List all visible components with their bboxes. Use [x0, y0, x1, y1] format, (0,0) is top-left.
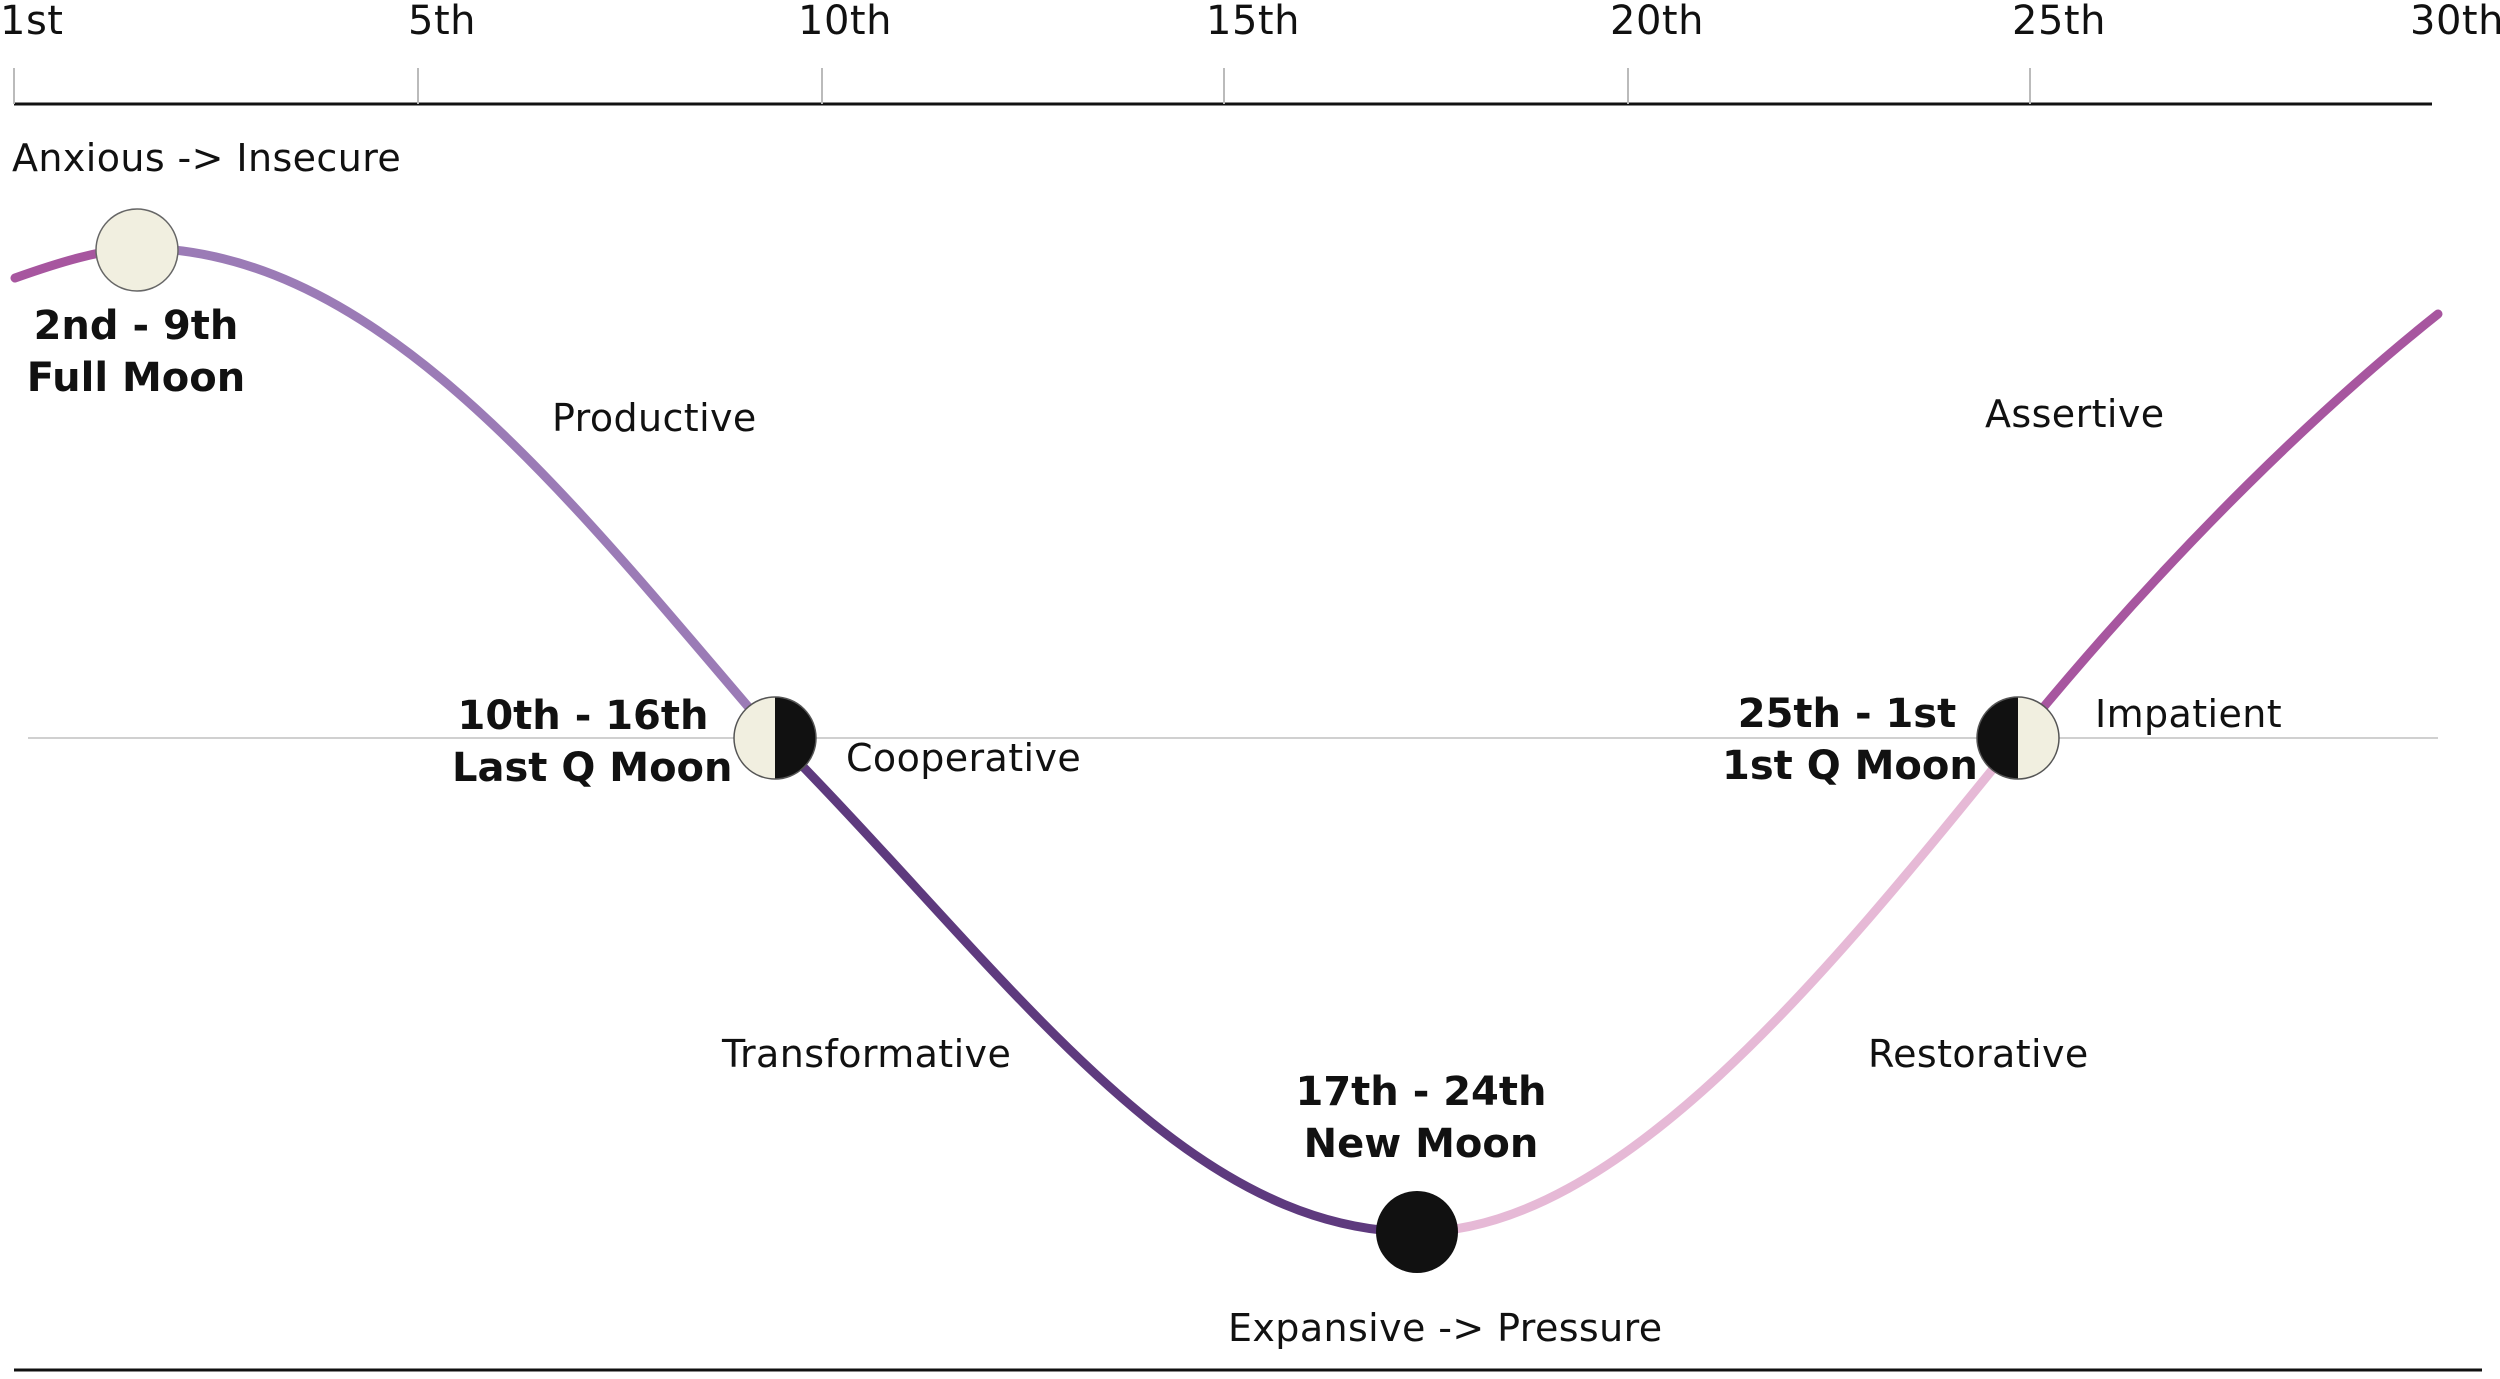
tick-label-5th: 5th [408, 0, 476, 44]
tick-label-20th: 20th [1610, 0, 1704, 44]
label-restorative: Restorative [1868, 1032, 2089, 1076]
label-cooperative: Cooperative [846, 736, 1082, 780]
axis-ticks [13, 68, 2031, 104]
label-transformative: Transformative [722, 1032, 1012, 1076]
curve-segment-lastq-to-new [771, 734, 1418, 1237]
curve-segment-new-to-firstq [1416, 735, 2022, 1237]
phase-range: 17th - 24th [1295, 1069, 1547, 1115]
first-quarter-moon-icon [1976, 696, 2060, 780]
label-impatient: Impatient [2095, 692, 2283, 736]
tick-label-15th: 15th [1206, 0, 1300, 44]
phase-name: Full Moon [26, 355, 246, 401]
tick-label-1st: 1st [0, 0, 64, 44]
phase-range: 10th - 16th [457, 693, 709, 739]
label-expansive: Expansive -> Pressure [1228, 1306, 1663, 1350]
tick-label-10th: 10th [798, 0, 892, 44]
phase-name: New Moon [1303, 1121, 1539, 1167]
tick-label-30th: 30th [2410, 0, 2500, 44]
curve-segment-full-to-lastq [136, 243, 779, 741]
label-productive: Productive [552, 396, 757, 440]
new-moon-icon [1376, 1191, 1458, 1273]
phase-name: 1st Q Moon [1722, 743, 1978, 789]
curve-segment-firstq-to-end [2013, 309, 2443, 743]
phase-range: 25th - 1st [1737, 691, 1957, 737]
last-quarter-moon-icon [733, 696, 817, 780]
tick-label-25th: 25th [2012, 0, 2106, 44]
phase-range: 2nd - 9th [33, 303, 239, 349]
phase-new-moon: 17th - 24th New Moon [1290, 1066, 1552, 1170]
phase-last-quarter-moon: 10th - 16th Last Q Moon [452, 690, 733, 794]
full-moon-icon [95, 208, 179, 292]
label-anxious: Anxious -> Insecure [12, 136, 402, 180]
phase-first-quarter-moon: 25th - 1st 1st Q Moon [1722, 688, 1978, 792]
phase-name: Last Q Moon [452, 745, 733, 791]
label-assertive: Assertive [1985, 392, 2165, 436]
phase-full-moon: 2nd - 9th Full Moon [18, 300, 254, 404]
